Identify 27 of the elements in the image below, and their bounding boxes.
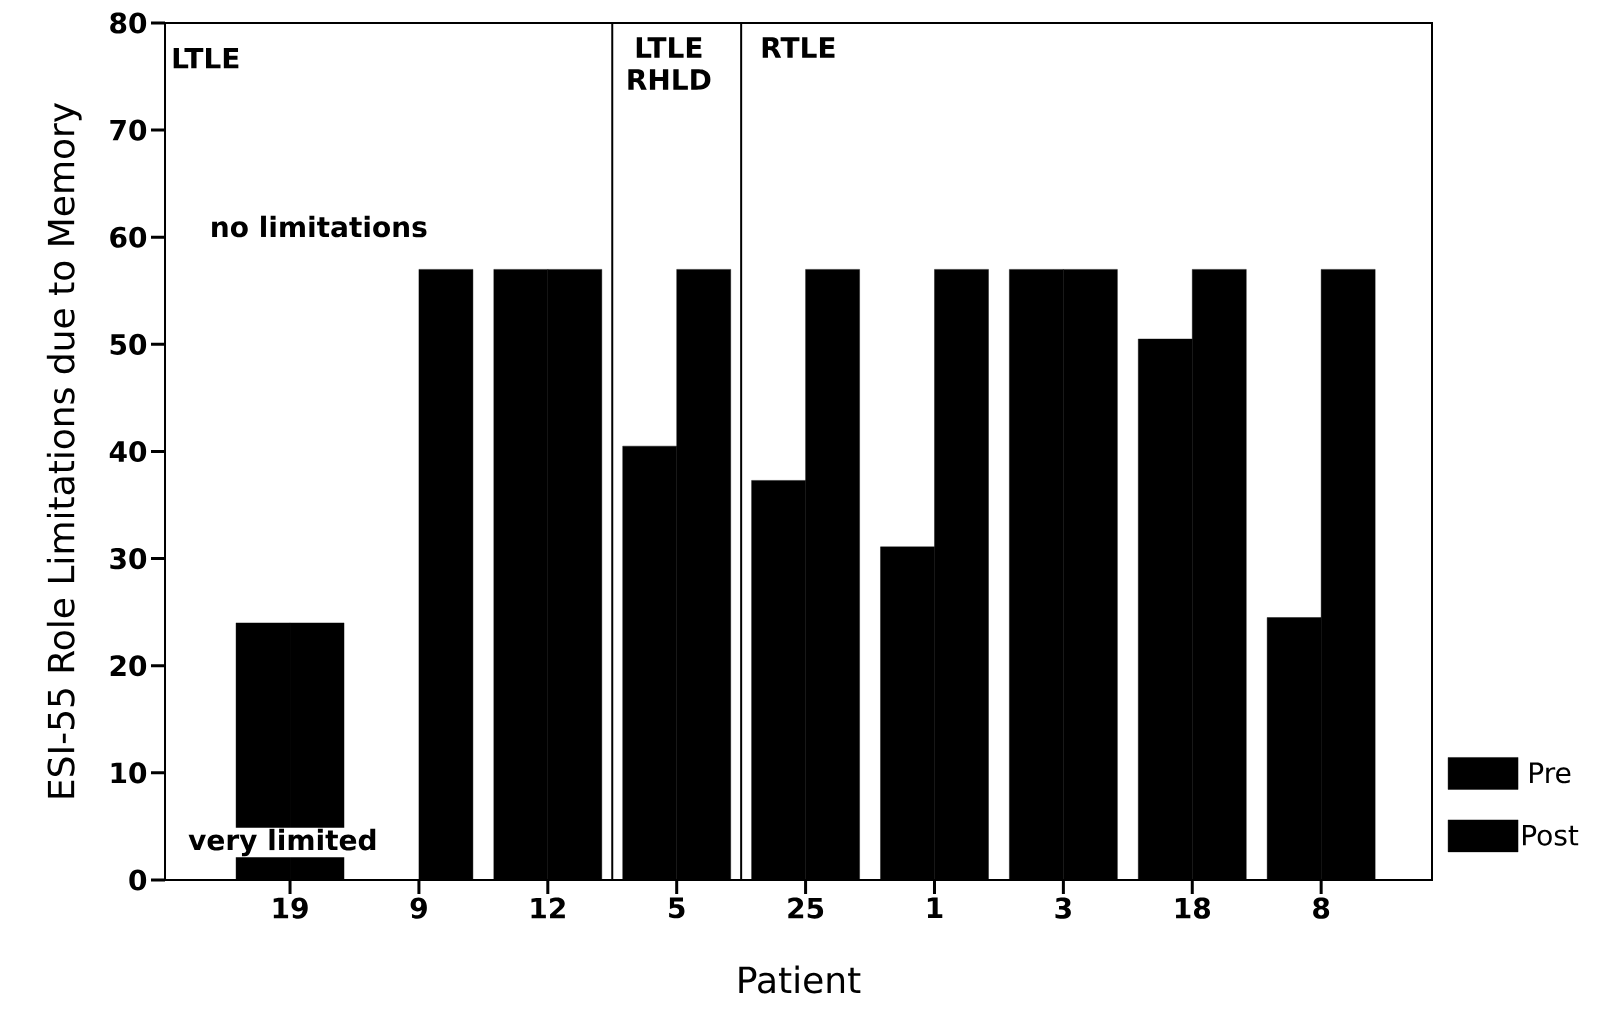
- x-axis-title: Patient: [739, 965, 861, 994]
- y-tick-label: 70: [110, 119, 147, 141]
- y-tick-label: 50: [110, 333, 147, 355]
- annotation: LTLE RHLD: [628, 37, 711, 90]
- x-tick-label: 12: [531, 897, 565, 919]
- x-tick-label: 9: [410, 897, 427, 919]
- y-tick-label: 40: [109, 440, 147, 463]
- legend-label: Post: [1523, 824, 1579, 846]
- x-tick-label: 1: [927, 897, 943, 918]
- y-tick-label: 20: [110, 655, 147, 677]
- y-axis-title: ESI-55 Role Limitations due to Memory: [46, 102, 82, 798]
- annotation: RTLE: [762, 37, 835, 58]
- y-tick-label: 0: [129, 869, 147, 891]
- y-tick-label: 30: [110, 548, 147, 570]
- x-tick-label: 5: [669, 897, 685, 919]
- x-tick-label: 8: [1313, 897, 1330, 919]
- x-tick-label: 25: [788, 897, 824, 919]
- y-tick-label: 60: [110, 226, 147, 248]
- x-tick-label: 3: [1055, 897, 1071, 919]
- legend-label: Pre: [1530, 762, 1571, 784]
- y-tick-label: 10: [111, 762, 147, 784]
- annotation: very limited: [188, 828, 376, 857]
- x-tick-label: 19: [273, 897, 308, 919]
- annotation: no limitations: [212, 215, 427, 238]
- annotation: LTLE: [173, 47, 239, 69]
- x-tick-label: 18: [1175, 897, 1211, 919]
- y-tick-label: 80: [110, 12, 147, 34]
